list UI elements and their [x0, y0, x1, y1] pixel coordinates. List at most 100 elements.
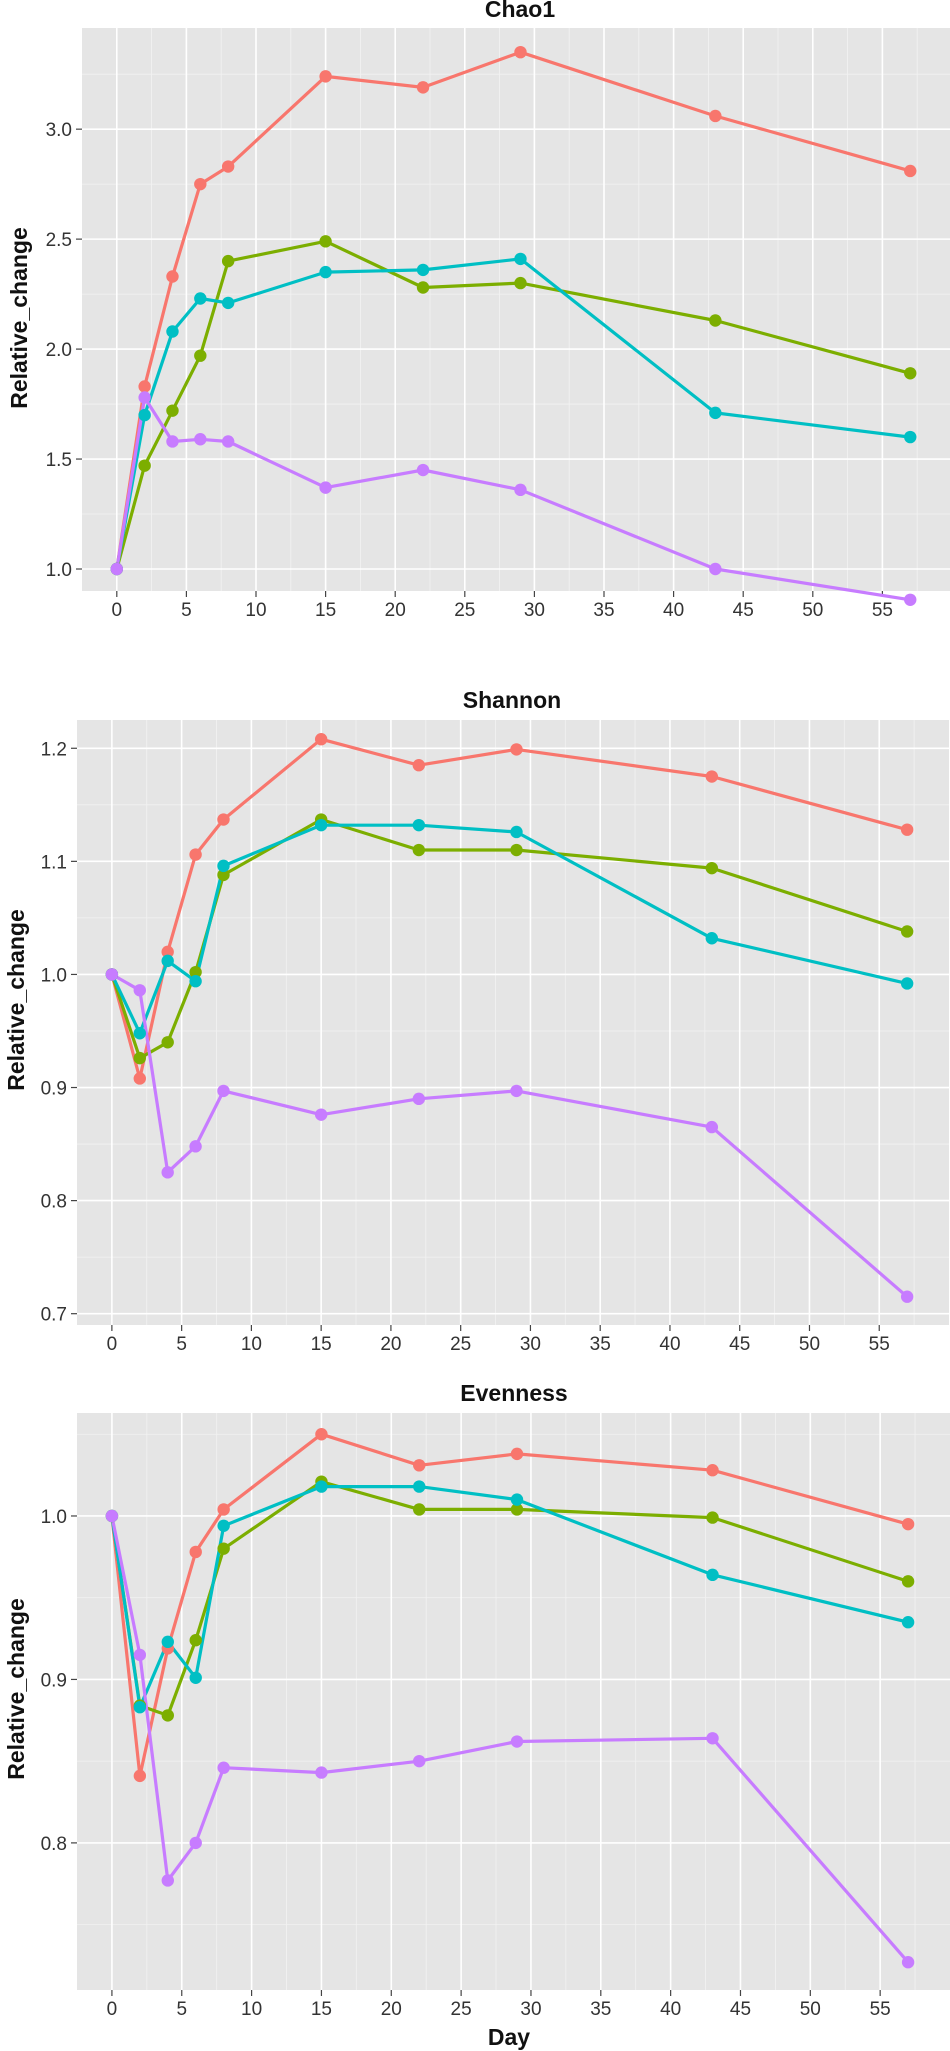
data-point-cyan: [133, 1027, 146, 1040]
data-point-purple: [904, 593, 917, 606]
data-point-red: [217, 813, 230, 826]
data-point-cyan: [706, 1568, 719, 1582]
data-point-purple: [105, 968, 119, 981]
x-tick-label: 15: [315, 600, 336, 621]
data-point-green: [217, 868, 230, 882]
x-tick-label: 5: [181, 600, 192, 621]
data-point-cyan: [510, 825, 523, 839]
x-tick-label: 50: [802, 600, 823, 621]
x-tick-label: 0: [112, 600, 123, 621]
series-line-purple: [110, 972, 909, 1299]
data-point-red: [900, 823, 914, 836]
data-point-cyan: [510, 1493, 524, 1506]
data-point-red: [133, 1072, 146, 1085]
x-tick-label: 40: [660, 1999, 681, 2020]
x-tick-label: 25: [454, 600, 475, 621]
data-point-red: [904, 164, 917, 178]
data-point-cyan: [709, 406, 722, 420]
data-point-red: [706, 1464, 719, 1477]
data-point-green: [319, 235, 332, 248]
data-point-cyan: [194, 292, 207, 305]
y-tick-label: 1.0: [41, 1507, 67, 1528]
data-point-purple: [133, 1648, 147, 1662]
data-point-red: [709, 109, 722, 123]
data-point-cyan: [189, 1671, 202, 1684]
data-point-red: [217, 1503, 230, 1516]
data-point-cyan: [413, 1480, 426, 1493]
data-point-cyan: [161, 1635, 174, 1649]
data-point-red: [133, 1769, 147, 1783]
data-point-purple: [110, 562, 124, 576]
data-point-purple: [510, 1084, 523, 1098]
data-point-red: [412, 759, 426, 772]
data-point-green: [706, 1511, 719, 1524]
data-point-purple: [709, 562, 722, 576]
x-tick-label: 0: [107, 1999, 118, 2020]
x-tick-label: 10: [241, 1999, 262, 2020]
data-point-red: [514, 45, 527, 59]
data-point-purple: [189, 1836, 202, 1850]
data-point-purple: [221, 435, 235, 448]
data-point-purple: [416, 463, 430, 477]
y-tick-label: 0.9: [41, 1079, 67, 1100]
data-point-green: [138, 459, 151, 472]
data-point-green: [901, 1575, 915, 1588]
data-point-green: [161, 1709, 174, 1722]
data-point-purple: [138, 391, 151, 404]
panel-title: Chao1: [485, 0, 556, 22]
data-point-purple: [412, 1092, 426, 1106]
x-tick-label: 55: [869, 1334, 890, 1355]
x-tick-label: 40: [659, 1334, 680, 1355]
data-point-green: [166, 404, 179, 417]
data-point-cyan: [314, 818, 328, 832]
data-point-purple: [510, 1735, 524, 1748]
data-point-green: [161, 1036, 174, 1049]
data-point-cyan: [900, 977, 914, 990]
data-point-purple: [315, 1766, 328, 1779]
y-tick-label: 1.5: [46, 450, 72, 471]
x-tick-label: 5: [176, 1334, 187, 1355]
data-point-cyan: [189, 975, 202, 988]
data-point-red: [705, 770, 719, 783]
x-tick-label: 50: [800, 1999, 821, 2020]
series-line-green: [110, 1480, 910, 1718]
x-tick-label: 45: [729, 1334, 750, 1355]
x-tick-label: 35: [590, 1999, 611, 2020]
data-point-purple: [706, 1732, 719, 1745]
data-point-green: [510, 1503, 524, 1516]
data-point-cyan: [705, 932, 719, 945]
x-tick-label: 35: [590, 1334, 611, 1355]
data-point-cyan: [319, 265, 332, 279]
x-tick-label: 10: [245, 600, 266, 621]
y-axis-title: Relative_change: [3, 1598, 29, 1780]
data-point-red: [319, 70, 332, 83]
data-point-purple: [314, 1108, 328, 1121]
series-line-purple: [115, 395, 912, 602]
data-point-red: [314, 733, 328, 746]
data-point-red: [189, 1545, 202, 1559]
data-point-red: [413, 1459, 426, 1472]
data-point-purple: [413, 1754, 426, 1768]
data-point-cyan: [161, 954, 174, 968]
x-tick-label: 10: [241, 1334, 262, 1355]
data-point-cyan: [901, 1616, 915, 1629]
data-point-purple: [105, 1509, 119, 1523]
data-point-cyan: [514, 252, 527, 266]
x-tick-label: 5: [176, 1999, 187, 2020]
x-tick-label: 15: [311, 1999, 332, 2020]
panel-chao1: Chao1 Relative_change 0 5 10 15 20 25 30 35 40 45…: [6, 0, 950, 621]
data-point-cyan: [138, 408, 151, 422]
data-point-red: [510, 1447, 524, 1461]
data-point-green: [514, 276, 527, 290]
data-point-green: [705, 861, 719, 875]
data-point-red: [221, 160, 235, 173]
data-point-red: [194, 177, 207, 191]
data-point-cyan: [416, 263, 430, 277]
y-tick-label: 1.0: [46, 560, 72, 581]
data-point-green: [189, 965, 202, 979]
data-point-red: [189, 848, 202, 861]
x-tick-label: 25: [450, 1334, 471, 1355]
data-point-purple: [133, 984, 146, 997]
data-point-purple: [319, 481, 332, 494]
series-line-cyan: [110, 1484, 910, 1709]
